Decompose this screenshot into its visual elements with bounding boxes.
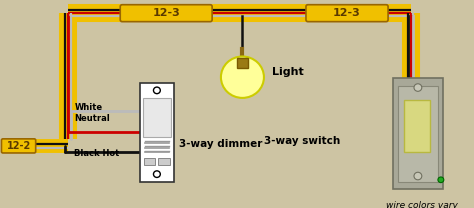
Bar [140, 83, 174, 182]
Text: 3-way dimmer: 3-way dimmer [179, 139, 262, 149]
Text: 12-2: 12-2 [7, 141, 31, 151]
Bar [398, 86, 438, 182]
Text: 3-way switch: 3-way switch [264, 136, 340, 146]
FancyBboxPatch shape [120, 5, 212, 22]
Text: Black Hot: Black Hot [74, 149, 119, 158]
Circle shape [438, 177, 444, 183]
Bar [393, 78, 443, 189]
Circle shape [414, 172, 422, 180]
Text: Light: Light [272, 67, 303, 78]
Text: wire colors vary: wire colors vary [386, 201, 458, 208]
Bar [143, 98, 171, 137]
FancyBboxPatch shape [1, 139, 36, 153]
Circle shape [221, 57, 264, 98]
Bar [158, 158, 170, 165]
Text: White
Neutral: White Neutral [74, 103, 110, 123]
Circle shape [414, 84, 422, 91]
FancyBboxPatch shape [306, 5, 388, 22]
Circle shape [154, 171, 160, 177]
Bar [404, 100, 430, 152]
Text: 12-3: 12-3 [152, 8, 180, 18]
Bar [237, 58, 248, 68]
Text: 12-3: 12-3 [333, 8, 361, 18]
Circle shape [154, 87, 160, 94]
Bar [144, 158, 155, 165]
